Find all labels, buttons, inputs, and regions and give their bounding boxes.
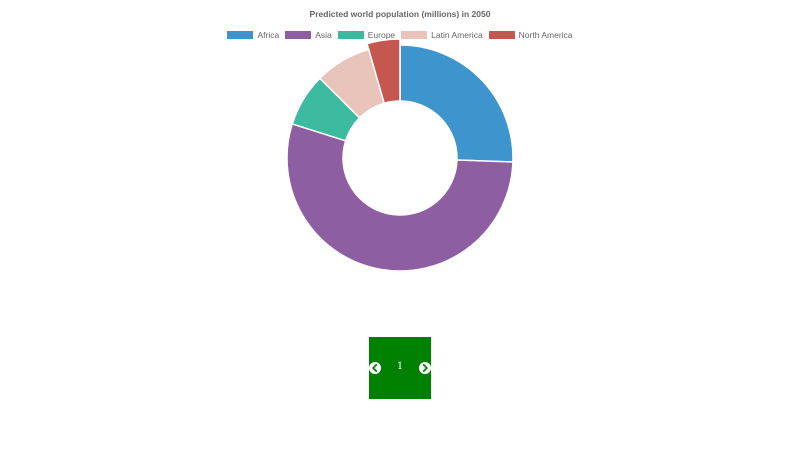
legend-item-latin-america[interactable]: Latin America [401, 30, 483, 40]
slice-africa[interactable] [399, 44, 514, 163]
legend-swatch-africa [227, 31, 254, 39]
chart-title: Predicted world population (millions) in… [309, 9, 491, 19]
legend-swatch-latin-america [401, 31, 428, 39]
chevron-right-circle-icon[interactable] [419, 362, 431, 374]
legend-label-europe: Europe [367, 30, 396, 40]
page-number: 1 [396, 361, 404, 372]
legend-item-north-america[interactable]: North America [488, 30, 573, 40]
slice-north-america[interactable] [366, 38, 401, 105]
slice-asia[interactable] [286, 122, 514, 272]
legend-swatch-north-america [488, 31, 515, 39]
chevron-left-circle-icon[interactable] [369, 362, 381, 374]
legend-label-asia: Asia [315, 30, 332, 40]
pager-widget: 1 [369, 337, 431, 399]
chart-legend: Africa Asia Europe Latin America North Ameri… [0, 29, 800, 41]
legend-label-latin-america: Latin America [431, 30, 483, 40]
legend-swatch-asia [285, 31, 312, 39]
legend-item-europe[interactable]: Europe [337, 30, 396, 40]
legend-item-africa[interactable]: Africa [227, 30, 279, 40]
legend-item-asia[interactable]: Asia [285, 30, 332, 40]
legend-label-north-america: North America [518, 30, 573, 40]
legend-label-africa: Africa [257, 30, 280, 40]
legend-swatch-europe [337, 31, 364, 39]
